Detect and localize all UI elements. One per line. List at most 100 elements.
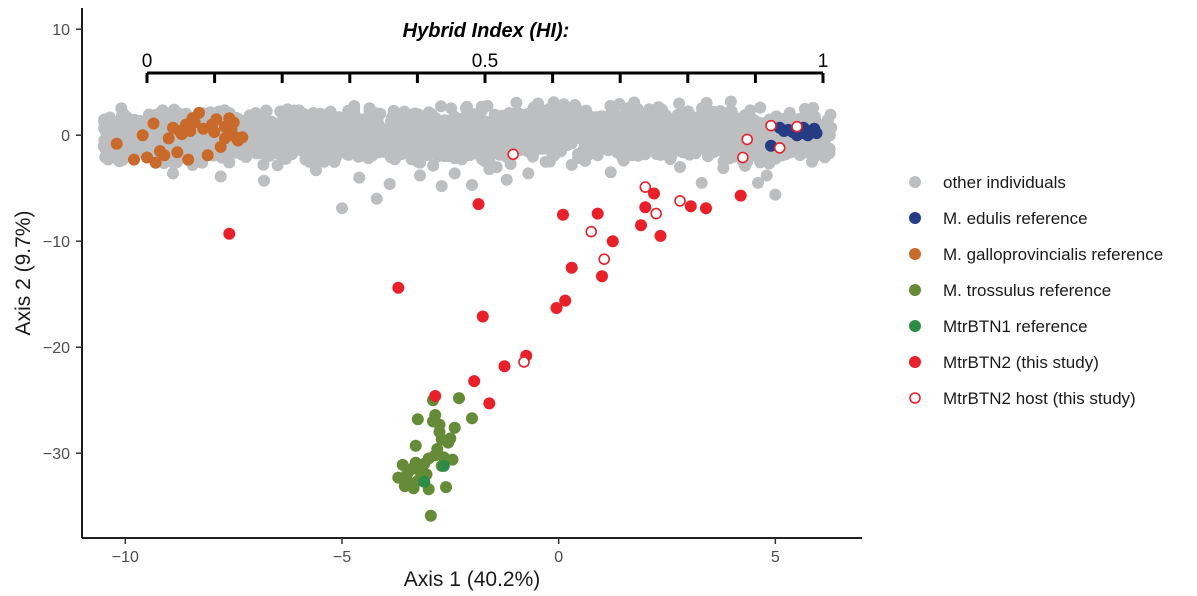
x-axis-title: Axis 1 (40.2%) [404, 568, 541, 591]
mtrbtn2-this-study-point [606, 235, 619, 248]
other-individuals-point [336, 202, 348, 215]
mtrbtn2-this-study-point [596, 270, 608, 283]
m-trossulus-reference-point [444, 432, 457, 445]
other-individual-point [673, 97, 686, 110]
other-individual-point [427, 159, 440, 172]
legend-key [909, 392, 921, 404]
other-individual-point [308, 112, 321, 124]
m-galloprovincialis-reference-point [136, 129, 149, 142]
m-trossulus-reference-point [453, 392, 465, 405]
other-individual-point [577, 128, 590, 141]
m-trossulus-reference-point [409, 456, 422, 469]
other-individuals-band [97, 95, 838, 174]
other-individual-point [517, 115, 530, 128]
other-individuals-point [214, 170, 227, 183]
other-individual-point [504, 111, 517, 124]
m-trossulus-reference-point [403, 476, 416, 489]
other-individual-point [317, 112, 330, 124]
y-tick-label: 10 [52, 22, 70, 39]
other-individual-point [820, 144, 833, 157]
other-individual-point [384, 128, 397, 141]
m-trossulus-reference-point [411, 413, 424, 426]
other-individual-point [802, 111, 815, 124]
other-individuals-point [695, 176, 708, 189]
other-individual-point [253, 139, 265, 152]
m-trossulus-reference-point [433, 426, 446, 438]
other-individual-point [498, 137, 511, 150]
mtrbtn2-host-this-study-point [765, 119, 777, 132]
mtrbtn2-host-this-study-point [598, 253, 611, 266]
m-edulis-reference-point [806, 125, 819, 137]
other-individual-point [363, 102, 376, 115]
other-individual-point [455, 153, 468, 166]
other-individuals-point [665, 150, 678, 163]
other-individual-point [372, 118, 385, 131]
m-galloprovincialis-reference-point [173, 125, 186, 137]
other-individual-point [216, 151, 228, 164]
mtrbtn2-this-study-point [684, 200, 697, 213]
m-galloprovincialis-reference-point [219, 132, 231, 145]
other-individual-point [432, 134, 444, 147]
x-tick-label: −10 [112, 549, 139, 566]
other-individual-point [523, 137, 536, 150]
y-axis-ticks: 10 0 −10 −20 −30 [43, 22, 82, 463]
other-individuals-point [370, 192, 383, 205]
legend: other individuals M. edulis reference M. g… [909, 173, 1163, 408]
other-individual-point [526, 108, 538, 121]
mtrbtn2-host-this-study-point [639, 181, 652, 193]
mtrbtn2-this-study-point [654, 229, 667, 242]
other-individual-point [128, 113, 141, 126]
mtrbtn2-host-this-study-point [773, 142, 786, 154]
other-individual-point [109, 125, 122, 138]
mtrbtn2-this-study-point [223, 227, 236, 240]
mtrbtn2-this-study-point [635, 219, 647, 232]
hybrid-index-tick-label: 1 [818, 51, 829, 72]
other-individual-point [643, 124, 656, 137]
other-individual-point [769, 152, 782, 165]
m-trossulus-reference-point [409, 439, 422, 452]
mtrbtn2-this-study-point [392, 281, 405, 294]
m-galloprovincialis-reference-point [141, 151, 153, 164]
mtrbtn2-this-study-point [700, 202, 712, 215]
m-edulis-reference-point [791, 129, 803, 142]
mtrbtn2-this-study-point [591, 207, 604, 220]
other-individual-point [696, 129, 709, 142]
m-trossulus-reference-point [429, 409, 442, 421]
mtrbtn2-this-study-point [639, 201, 652, 214]
other-individual-point [460, 100, 473, 113]
other-individual-point [705, 138, 718, 151]
mtrbtn2-host-this-study-point [507, 148, 520, 161]
other-individual-point [536, 113, 548, 126]
other-individuals-point [383, 178, 396, 190]
other-individual-point [338, 146, 351, 159]
x-tick-label: 5 [771, 549, 780, 566]
other-individual-point [263, 148, 276, 161]
other-individual-point [279, 112, 292, 125]
mtrbtn2-this-study-point [565, 261, 578, 274]
other-individual-point [402, 116, 415, 129]
other-individual-point [115, 102, 128, 115]
m-galloprovincialis-reference-point [208, 126, 221, 138]
other-individuals-point [310, 164, 322, 177]
other-individual-point [258, 111, 271, 124]
m-galloprovincialis-reference-point [171, 146, 184, 159]
other-individual-point [471, 108, 484, 121]
legend-key [909, 356, 921, 368]
y-tick-label: −30 [43, 446, 70, 463]
other-individual-point [297, 113, 310, 126]
m-galloprovincialis-reference-point [236, 131, 249, 144]
mtrbtn2-host-this-study-point [791, 120, 803, 133]
other-individuals-point [435, 180, 448, 193]
other-individual-point [607, 134, 620, 147]
other-individual-point [594, 110, 607, 123]
other-individual-point [335, 134, 348, 147]
hybrid-index-axis: 0 0.5 1 [142, 51, 829, 83]
mtrbtn2-host-this-study-point [674, 195, 686, 207]
other-individual-point [608, 117, 621, 130]
other-individual-point [727, 129, 740, 142]
other-individuals-point [604, 166, 617, 179]
other-individual-point [257, 158, 270, 171]
other-individuals-point [674, 161, 686, 173]
other-individual-point [650, 148, 663, 161]
